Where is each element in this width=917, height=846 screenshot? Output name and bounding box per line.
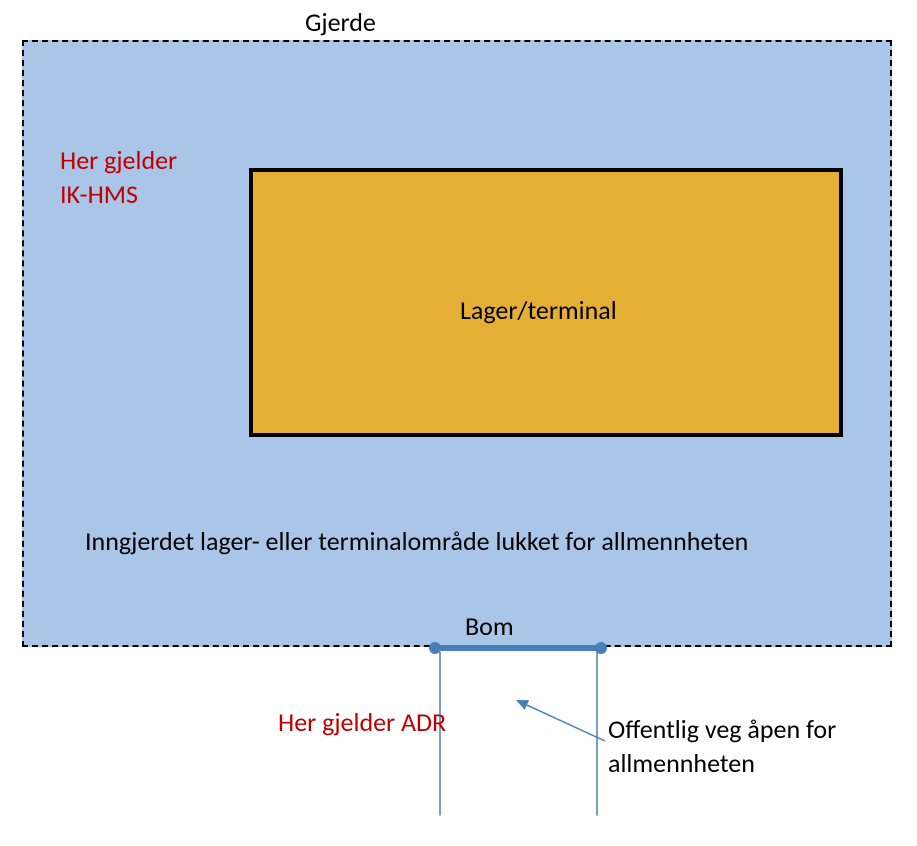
label-bom: Bom: [465, 610, 514, 642]
arrow-shaft: [527, 705, 605, 741]
label-offentlig-line1: Offentlig veg åpen for: [608, 713, 836, 745]
label-ikhms-line2: IK-HMS: [60, 178, 138, 210]
arrow-head: [516, 700, 529, 710]
label-offentlig-line2: allmennheten: [608, 747, 755, 779]
label-adr: Her gjelder ADR: [278, 706, 446, 738]
label-lager: Lager/terminal: [460, 294, 617, 326]
label-gjerde: Gjerde: [305, 6, 376, 38]
label-ikhms-line1: Her gjelder: [60, 144, 177, 176]
label-inngjerdet: Inngjerdet lager- eller terminalområde l…: [85, 525, 748, 557]
